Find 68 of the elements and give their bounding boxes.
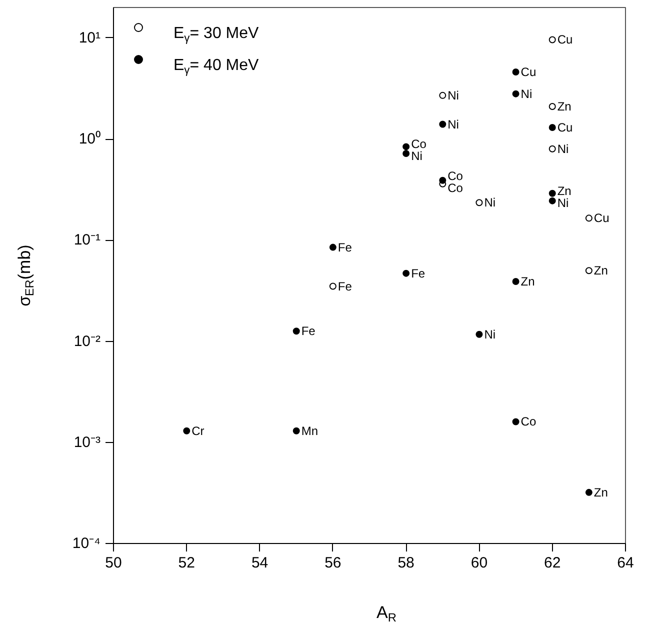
annotation: Fe bbox=[338, 240, 352, 254]
point bbox=[329, 244, 336, 251]
point bbox=[476, 330, 483, 338]
x-tick-label: 58 bbox=[398, 554, 414, 572]
annotation: Zn bbox=[557, 184, 572, 198]
point bbox=[512, 418, 520, 426]
annotation: Fe bbox=[338, 279, 352, 294]
point bbox=[183, 427, 190, 434]
y-tick-label: 10⁻² bbox=[74, 332, 101, 350]
x-tick-label: 60 bbox=[470, 554, 488, 572]
y-tick-label: 10⁰ bbox=[78, 130, 101, 148]
annotation: Ni bbox=[484, 327, 496, 342]
x-tick-label: 54 bbox=[251, 554, 268, 572]
x-tick-label: 62 bbox=[544, 554, 561, 572]
point bbox=[548, 36, 556, 44]
point bbox=[292, 328, 300, 335]
point bbox=[512, 278, 520, 286]
annotation: Cu bbox=[520, 65, 536, 80]
point bbox=[439, 120, 446, 128]
annotation: Zn bbox=[594, 264, 608, 278]
annotation: Fe bbox=[411, 266, 426, 280]
annotation: Zn bbox=[594, 485, 608, 500]
point bbox=[548, 190, 556, 197]
annotation: Cu bbox=[557, 32, 573, 47]
y-tick-label: 10⁻⁴ bbox=[72, 535, 101, 552]
x-tick-label: 50 bbox=[105, 554, 122, 572]
x-tick-label: 64 bbox=[617, 554, 634, 572]
annotation: Co bbox=[520, 414, 536, 429]
point bbox=[585, 488, 592, 496]
annotation: Cr bbox=[192, 424, 204, 438]
y-axis-title: σER(mb) bbox=[15, 244, 37, 306]
y-tick-label: 10⁻³ bbox=[74, 434, 101, 451]
annotation: Cu bbox=[557, 120, 573, 135]
point bbox=[292, 427, 300, 434]
point bbox=[402, 150, 410, 157]
y-tick-label: 10¹ bbox=[78, 29, 101, 46]
annotation: Ni bbox=[448, 88, 459, 102]
point bbox=[439, 176, 446, 184]
point bbox=[548, 102, 556, 110]
annotation: Zn bbox=[557, 99, 572, 114]
x-tick-label: 56 bbox=[324, 554, 342, 572]
annotation: Co bbox=[448, 169, 464, 184]
point bbox=[585, 267, 592, 274]
point bbox=[548, 145, 556, 152]
annotation: Ni bbox=[484, 196, 496, 210]
annotation: Fe bbox=[301, 324, 316, 338]
annotation: Ni bbox=[557, 142, 569, 156]
point bbox=[329, 282, 336, 290]
annotation: Ni bbox=[520, 86, 532, 101]
point bbox=[512, 68, 520, 76]
point bbox=[476, 199, 483, 206]
annotation: Co bbox=[448, 181, 464, 196]
x-tick-label: 52 bbox=[178, 554, 195, 572]
annotation: Co bbox=[411, 137, 427, 152]
point bbox=[512, 90, 520, 98]
point bbox=[402, 270, 410, 277]
point bbox=[585, 214, 592, 222]
point bbox=[439, 92, 446, 99]
y-tick-label: 10⁻¹ bbox=[74, 232, 101, 249]
point bbox=[402, 143, 410, 150]
point bbox=[548, 124, 556, 132]
annotation: Zn bbox=[520, 274, 535, 289]
annotation: Cu bbox=[594, 211, 610, 226]
annotation: Mn bbox=[301, 424, 318, 438]
annotation: Ni bbox=[557, 196, 569, 210]
annotation: Ni bbox=[448, 117, 459, 132]
annotation: Ni bbox=[411, 149, 422, 164]
point bbox=[548, 197, 556, 204]
